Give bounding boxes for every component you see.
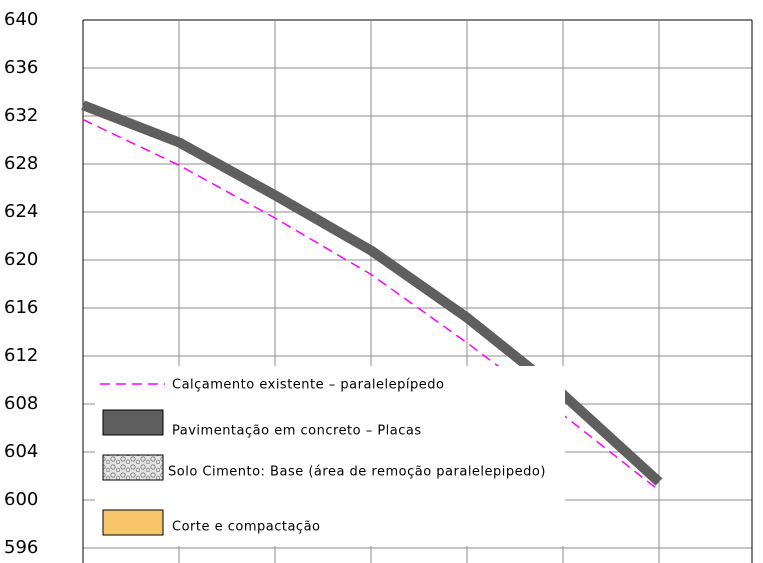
legend-box bbox=[95, 366, 565, 546]
legend-label: Calçamento existente – paralelepípedo bbox=[172, 378, 444, 393]
y-tick-label: 620 bbox=[4, 249, 38, 270]
y-tick-label: 612 bbox=[4, 345, 38, 366]
y-tick-label: 604 bbox=[4, 441, 38, 462]
y-tick-label: 596 bbox=[4, 537, 38, 558]
y-tick-label: 608 bbox=[4, 393, 38, 414]
y-tick-label: 632 bbox=[4, 105, 38, 126]
legend-label: Pavimentação em concreto – Placas bbox=[172, 424, 422, 439]
y-tick-label: 616 bbox=[4, 297, 38, 318]
y-tick-label: 640 bbox=[4, 9, 38, 30]
legend-swatch bbox=[102, 409, 164, 436]
legend-label: Solo Cimento: Base (área de remoção para… bbox=[168, 465, 546, 480]
legend-label: Corte e compactação bbox=[172, 520, 321, 535]
legend-swatch bbox=[102, 509, 164, 536]
y-tick-label: 636 bbox=[4, 57, 38, 78]
y-tick-label: 600 bbox=[4, 489, 38, 510]
legend-swatch bbox=[102, 454, 164, 481]
y-tick-label: 628 bbox=[4, 153, 38, 174]
y-tick-label: 624 bbox=[4, 201, 38, 222]
